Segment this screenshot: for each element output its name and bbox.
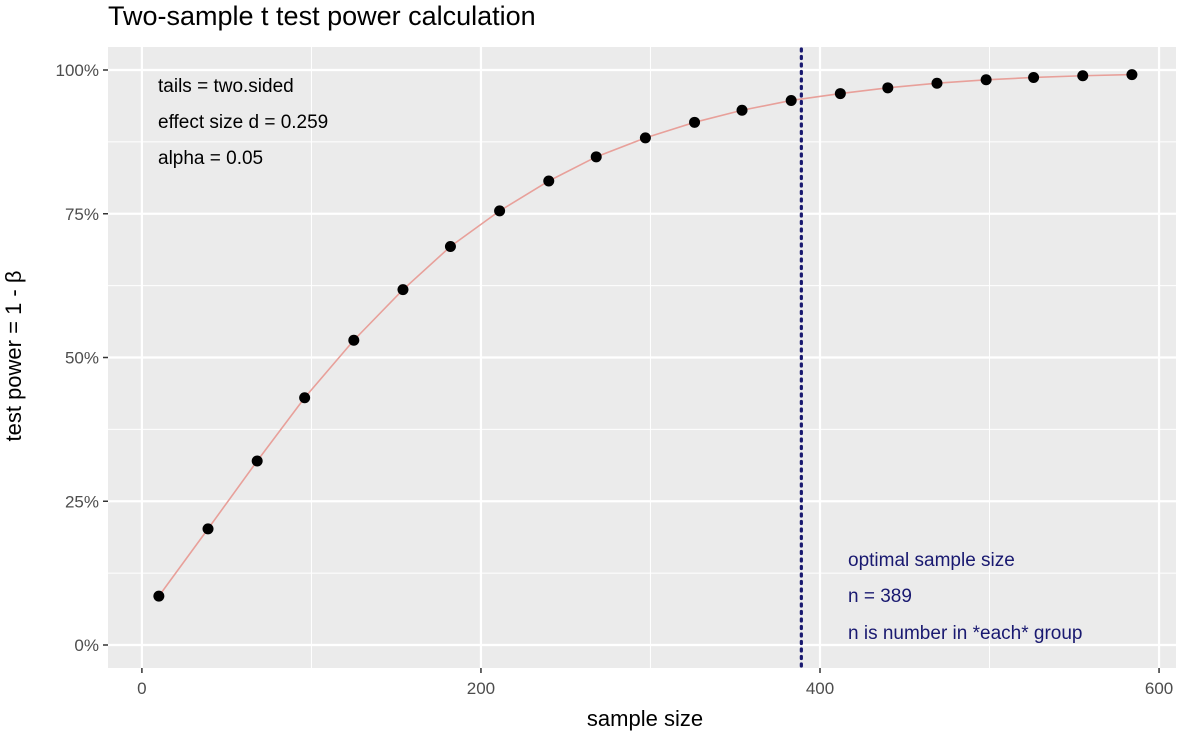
data-point <box>785 94 797 106</box>
test-parameters-annotation: tails = two.sided effect size d = 0.259 … <box>158 76 328 169</box>
data-point <box>202 523 214 535</box>
data-point <box>251 455 263 467</box>
data-point <box>882 82 894 94</box>
x-axis-title: sample size <box>587 706 703 731</box>
y-axis-ticks: 0% 25% 50% 75% 100% <box>56 61 108 655</box>
data-point <box>1126 69 1138 81</box>
data-point <box>1077 70 1089 82</box>
anno-effect-size: effect size d = 0.259 <box>158 112 328 133</box>
data-point <box>1028 71 1040 83</box>
y-tick-label: 50% <box>65 349 99 368</box>
y-tick-label: 0% <box>74 636 99 655</box>
x-tick-label: 0 <box>137 679 146 698</box>
data-points <box>153 69 1138 602</box>
y-tick-label: 75% <box>65 205 99 224</box>
anno-optimal-label: optimal sample size <box>848 550 1015 571</box>
data-point <box>397 284 409 296</box>
data-point <box>444 241 456 253</box>
data-point <box>590 151 602 163</box>
data-point <box>689 116 701 128</box>
x-axis-ticks: 0 200 400 600 <box>137 668 1173 698</box>
data-point <box>639 132 651 144</box>
data-point <box>543 175 555 187</box>
anno-each-group: n is number in *each* group <box>848 623 1082 644</box>
x-tick-label: 400 <box>806 679 834 698</box>
data-point <box>348 334 360 346</box>
data-point <box>834 88 846 100</box>
data-point <box>299 392 311 404</box>
data-point <box>153 590 165 602</box>
data-point <box>931 77 943 89</box>
grid-lines <box>108 47 1176 668</box>
anno-n-value: n = 389 <box>848 586 912 607</box>
anno-tails: tails = two.sided <box>158 76 294 97</box>
x-tick-label: 200 <box>467 679 495 698</box>
data-point <box>494 205 506 217</box>
anno-alpha: alpha = 0.05 <box>158 148 263 169</box>
y-tick-label: 100% <box>56 61 99 80</box>
y-tick-label: 25% <box>65 492 99 511</box>
data-point <box>980 74 992 86</box>
optimal-size-annotation: optimal sample size n = 389 n is number … <box>848 550 1082 644</box>
y-axis-title: test power = 1 - β <box>1 270 26 441</box>
x-tick-label: 600 <box>1145 679 1173 698</box>
data-point <box>736 104 748 116</box>
chart-title: Two-sample t test power calculation <box>108 1 536 31</box>
